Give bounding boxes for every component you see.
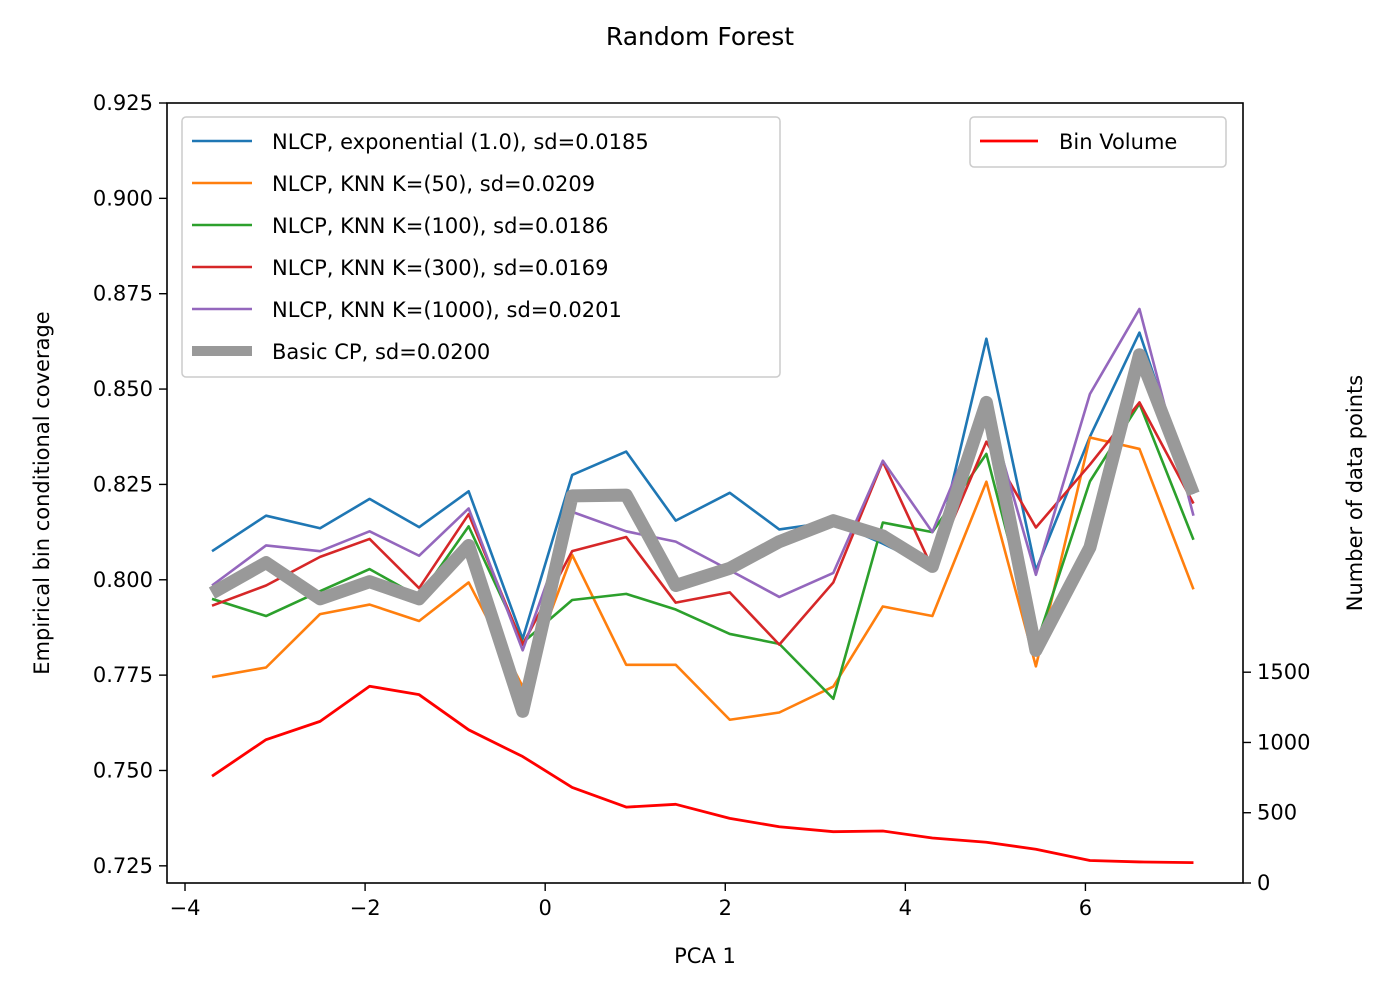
- x-axis-label: PCA 1: [674, 944, 736, 968]
- y-right-tick-label: 1500: [1257, 660, 1310, 684]
- y-axis-right: 0 500 1000 1500: [1243, 660, 1310, 895]
- y-tick-label: 0.875: [93, 282, 153, 306]
- y-right-tick-label: 500: [1257, 801, 1297, 825]
- legend-right: Bin Volume: [969, 116, 1227, 168]
- x-tick-label: 6: [1079, 896, 1092, 920]
- legend-label-nlcp-knn-k-300-sd-0-0169: NLCP, KNN K=(300), sd=0.0169: [272, 256, 608, 280]
- series-line-basic-cp-sd-0-0200: [208, 348, 1200, 718]
- x-tick-label: 4: [899, 896, 912, 920]
- legend-label-basic-cp-sd-0-0200: Basic CP, sd=0.0200: [272, 340, 490, 364]
- y-tick-label: 0.750: [93, 758, 153, 782]
- y-axis-label: Empirical bin conditional coverage: [30, 311, 54, 674]
- legend-right-box: [969, 116, 1227, 168]
- legend-label-nlcp-knn-k-50-sd-0-0209: NLCP, KNN K=(50), sd=0.0209: [272, 172, 595, 196]
- x-axis: −4 −2 0 2 4 6: [170, 883, 1092, 920]
- y-tick-label: 0.800: [93, 568, 153, 592]
- y-axis-left: 0.725 0.750 0.775 0.800 0.825 0.850 0.875 0.900…: [93, 91, 167, 878]
- legend-label-nlcp-knn-k-100-sd-0-0186: NLCP, KNN K=(100), sd=0.0186: [272, 214, 608, 238]
- legend-label-nlcp-exponential-1-0-sd-0-0185: NLCP, exponential (1.0), sd=0.0185: [272, 130, 649, 154]
- plot-lines: [208, 307, 1200, 865]
- y-tick-label: 0.725: [93, 854, 153, 878]
- series-line-nlcp-knn-k-300-sd-0-0169: [211, 401, 1195, 646]
- x-tick-label: −2: [350, 896, 381, 920]
- series-line-nlcp-exponential-1-0-sd-0-0185: [211, 331, 1195, 641]
- y-tick-label: 0.825: [93, 472, 153, 496]
- y-right-tick-label: 1000: [1257, 730, 1310, 754]
- y-tick-label: 0.775: [93, 663, 153, 687]
- legend-label-bin-volume: Bin Volume: [1059, 130, 1177, 154]
- plot-frame: [166, 102, 1244, 884]
- legend-main: NLCP, exponential (1.0), sd=0.0185 NLCP, …: [181, 116, 781, 378]
- y-tick-label: 0.900: [93, 186, 153, 210]
- y-right-tick-label: 0: [1257, 871, 1270, 895]
- chart-title: Random Forest: [606, 22, 794, 51]
- x-tick-label: 2: [719, 896, 732, 920]
- x-tick-label: 0: [538, 896, 551, 920]
- series-line-bin-volume: [211, 684, 1194, 865]
- y-tick-label: 0.850: [93, 377, 153, 401]
- legend-entries: NLCP, exponential (1.0), sd=0.0185 NLCP, …: [192, 130, 649, 364]
- x-tick-label: −4: [170, 896, 201, 920]
- series-line-nlcp-knn-k-1000-sd-0-0201: [211, 307, 1195, 652]
- y-axis-right-label: Number of data points: [1343, 375, 1367, 611]
- legend-main-box: [181, 116, 781, 378]
- y-tick-label: 0.925: [93, 91, 153, 115]
- legend-label-nlcp-knn-k-1000-sd-0-0201: NLCP, KNN K=(1000), sd=0.0201: [272, 298, 622, 322]
- series-line-nlcp-knn-k-100-sd-0-0186: [211, 402, 1195, 701]
